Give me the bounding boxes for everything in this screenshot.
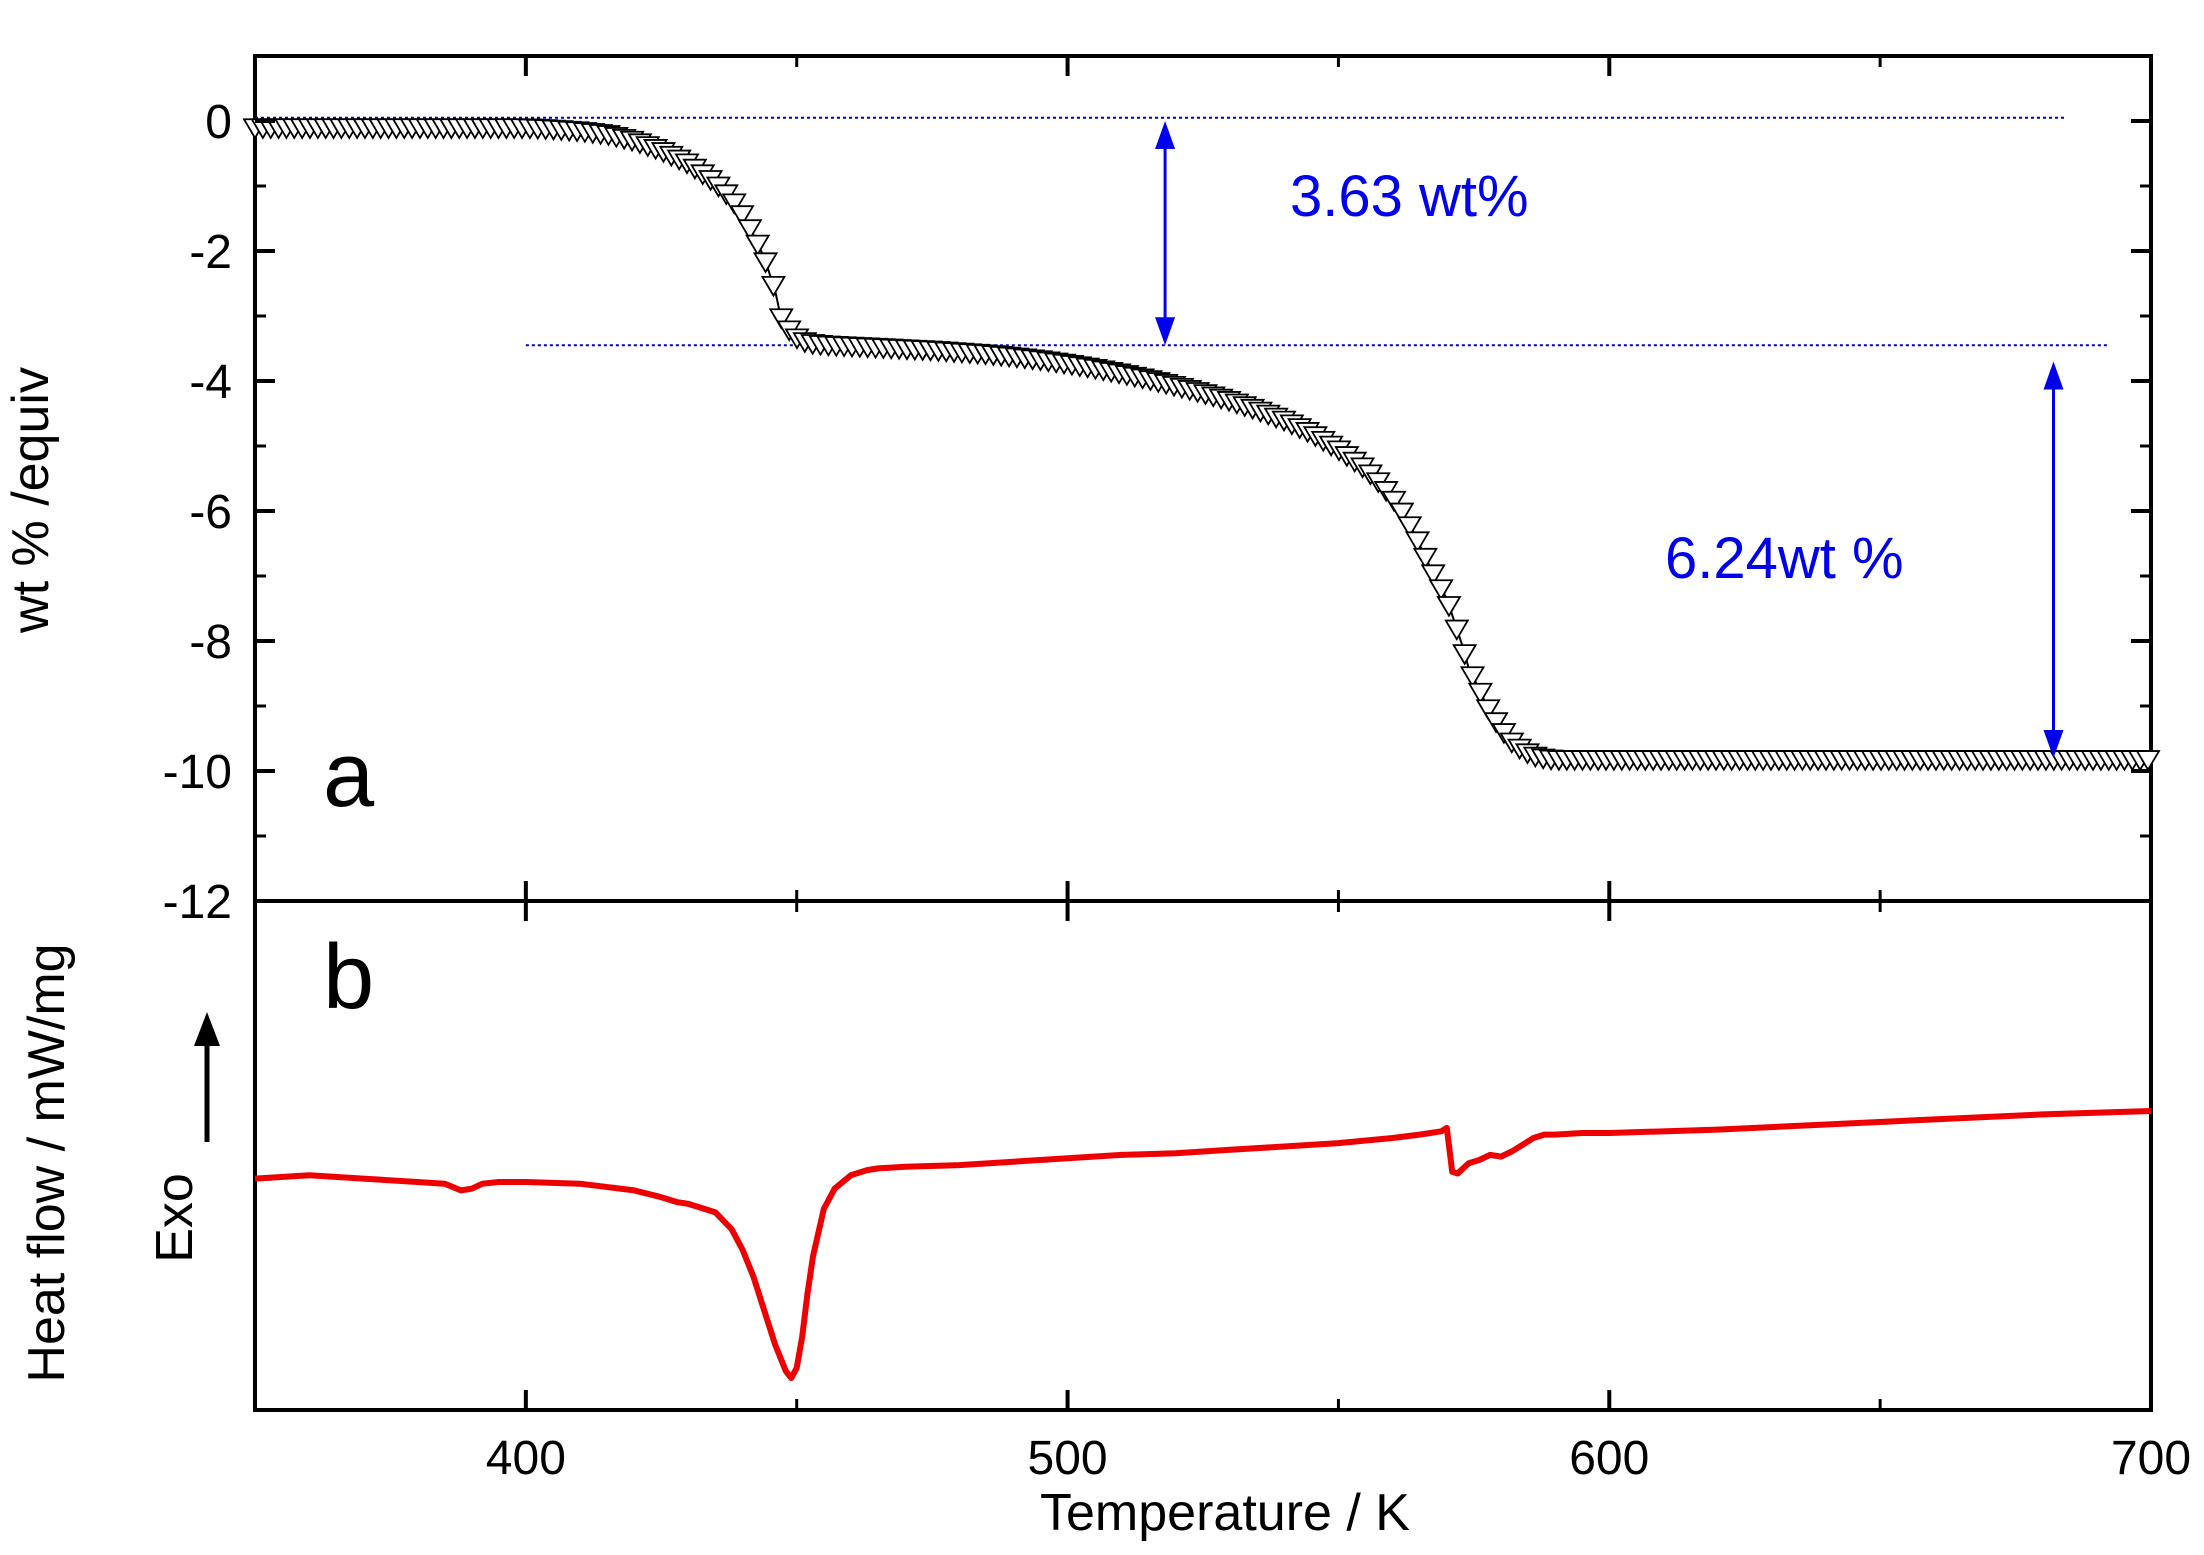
x-tick-label-600: 600 (1569, 1432, 1649, 1485)
tga-marker-153 (1444, 619, 1470, 642)
a-ytick-label-4: -8 (189, 616, 232, 669)
x-tick-label-400: 400 (486, 1432, 566, 1485)
tga-marker-158 (1483, 712, 1509, 734)
tga-marker-66 (760, 275, 786, 298)
tga-marker-241 (2135, 750, 2161, 772)
arrow-head-top-0 (1155, 121, 1176, 149)
arrow-head-bottom-0 (1155, 317, 1176, 346)
exo-label: Exo (146, 1173, 204, 1263)
exo-arrow-head (194, 1012, 220, 1046)
tga-marker-65 (752, 252, 779, 274)
exo-indicator: Exo (146, 1012, 220, 1263)
a-ytick-label-3: -6 (189, 486, 232, 539)
tga-marker-67 (768, 308, 794, 330)
tga-marker-145 (1381, 490, 1407, 513)
panel-a-ylabel: wt % /equiv (2, 367, 60, 634)
arrow-head-top-1 (2043, 361, 2064, 390)
tga-marker-152 (1436, 596, 1462, 618)
a-ytick-label-2: -4 (189, 356, 232, 409)
arrow-head-bottom-1 (2043, 730, 2064, 758)
panel-b-dsc: 400 500 600 700 b Heat flow / mW/mg Exo Tem… (18, 899, 2191, 1542)
tga-marker-151 (1428, 579, 1454, 601)
panel-a-tga: 0 -2 -4 -6 -8 -10 -12 3.63 wt% 6.24wt % a wt %… (2, 54, 2161, 929)
x-tick-label-500: 500 (1028, 1432, 1108, 1485)
a-ytick-label-5: -10 (163, 746, 232, 799)
panel-b-ylabel: Heat flow / mW/mg (18, 943, 76, 1382)
dsc-heat-flow-line (254, 1108, 2152, 1381)
tga-marker-62 (729, 205, 755, 227)
tga-marker-147 (1397, 516, 1423, 538)
tga-marker-150 (1420, 564, 1446, 586)
tga-marker-63 (737, 219, 763, 241)
a-ytick-label-0: 0 (205, 96, 232, 149)
panel-b-frame (253, 899, 2153, 1412)
tga-marker-149 (1412, 547, 1438, 570)
tga-marker-146 (1389, 502, 1415, 525)
panel-a-frame (253, 54, 2153, 903)
panel-b-letter: b (323, 926, 374, 1028)
tga-marker-64 (745, 234, 771, 257)
tga-marker-61 (721, 193, 747, 215)
tga-marker-155 (1459, 666, 1486, 688)
panel-a-letter: a (323, 724, 375, 826)
tga-marker-157 (1475, 699, 1501, 721)
x-axis-title: Temperature / K (1040, 1484, 1410, 1542)
tga-marker-148 (1404, 531, 1431, 553)
a-ytick-label-1: -2 (189, 226, 232, 279)
annotation-3-63-wt: 3.63 wt% (1290, 164, 1529, 229)
tga-trace-line (255, 126, 2151, 761)
x-tick-label-700: 700 (2111, 1432, 2191, 1485)
annotation-6-24-wt: 6.24wt % (1665, 526, 1904, 591)
a-ytick-label-6: -12 (163, 876, 232, 929)
tga-marker-154 (1452, 644, 1478, 666)
tga-marker-156 (1467, 682, 1493, 705)
